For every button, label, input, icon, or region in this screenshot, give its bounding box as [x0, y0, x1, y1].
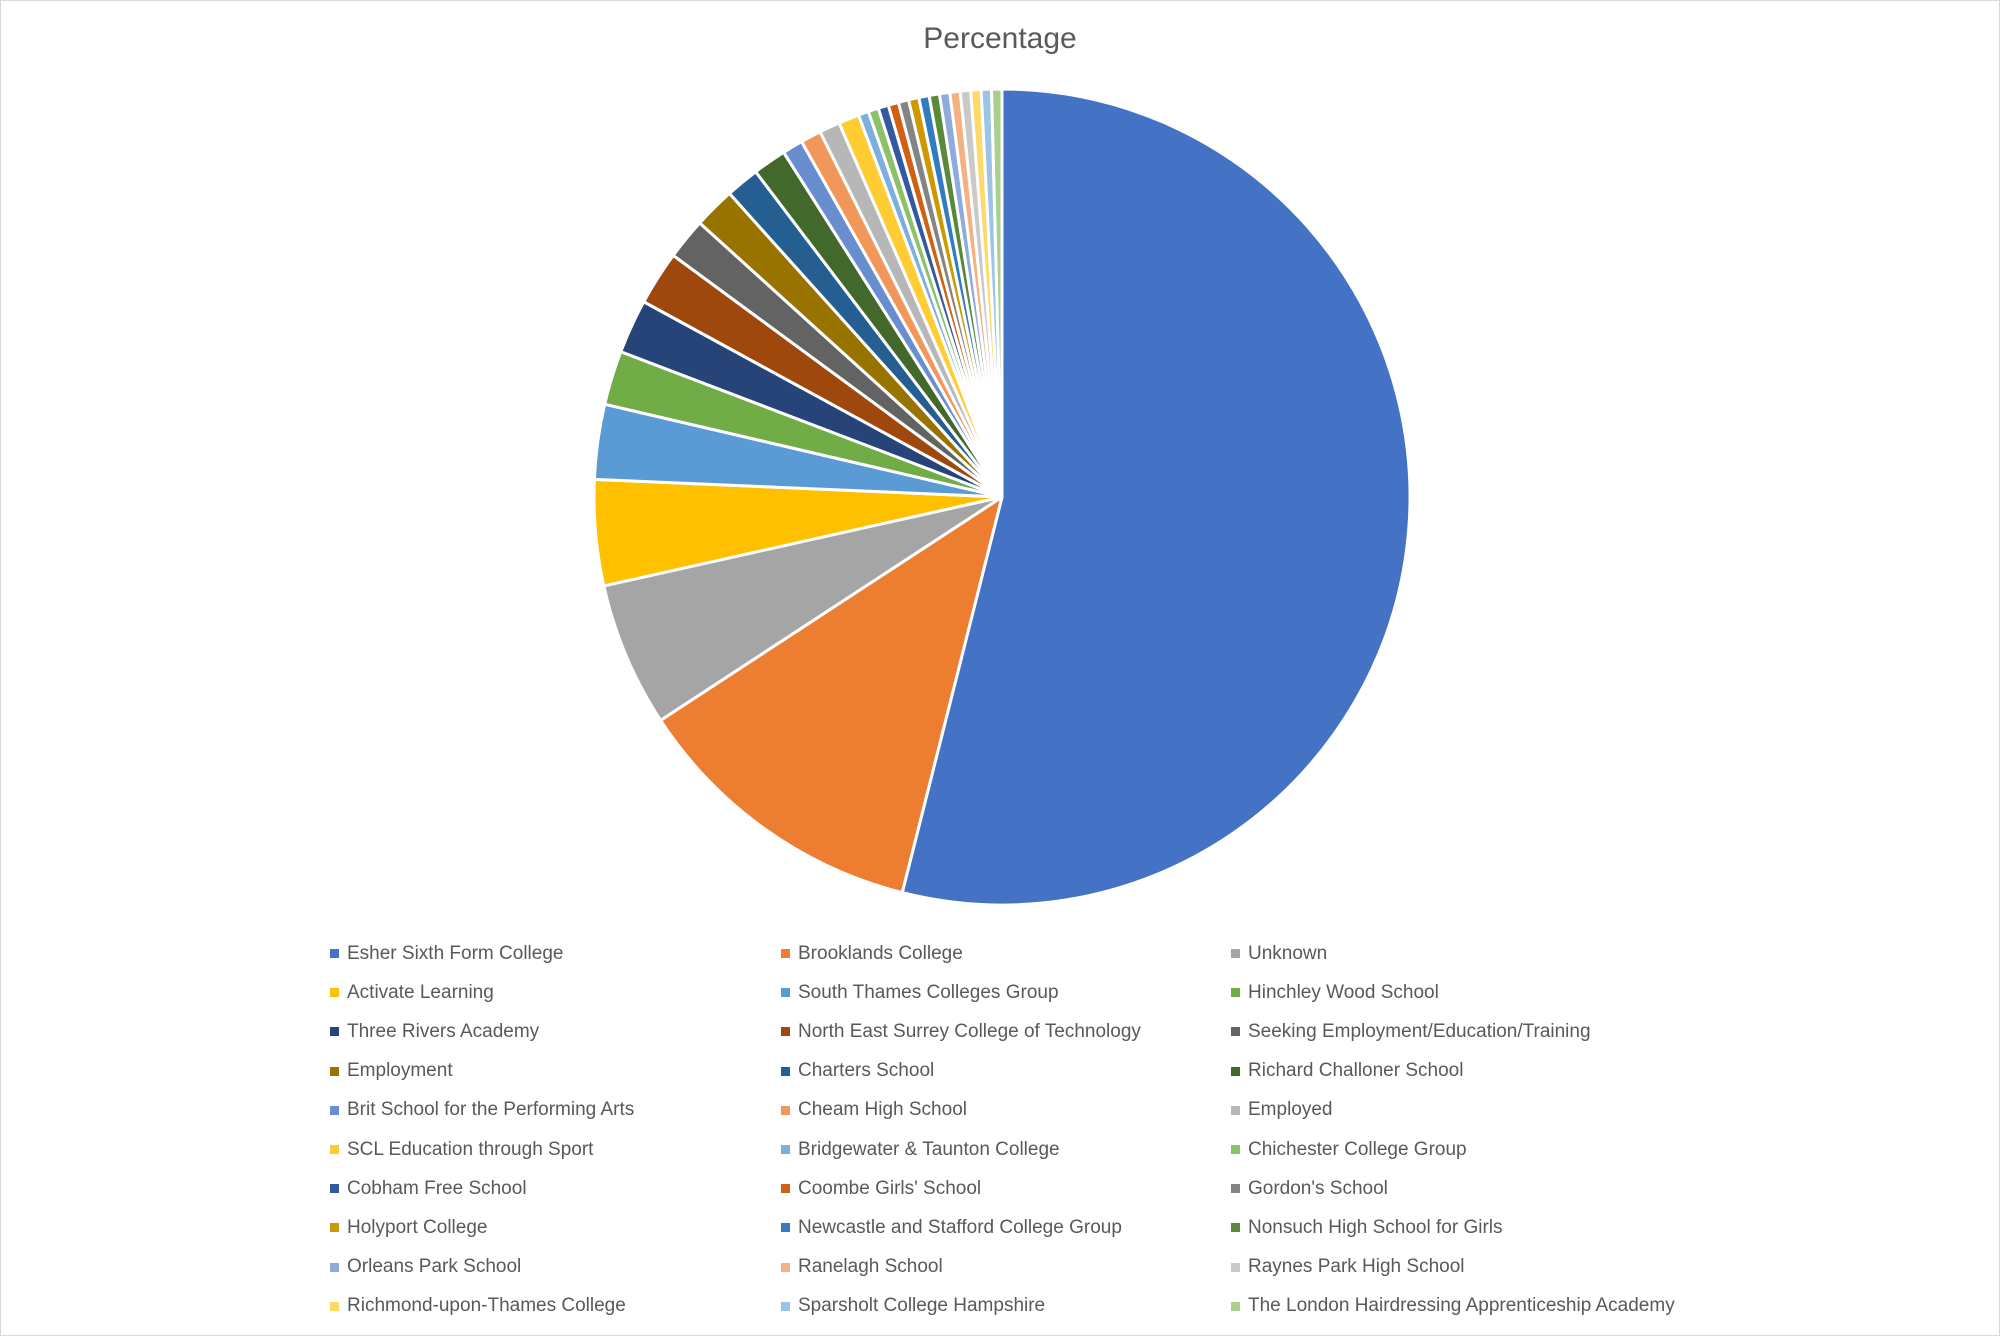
legend-label: Nonsuch High School for Girls — [1248, 1216, 1503, 1238]
chart-title: Percentage — [923, 22, 1077, 55]
legend-swatch — [781, 1301, 790, 1311]
legend-item: Employed — [1231, 1091, 1333, 1130]
legend-item: Richard Challoner School — [1231, 1052, 1463, 1091]
legend-item: Holyport College — [330, 1208, 487, 1247]
legend-item: Richmond-upon-Thames College — [330, 1287, 626, 1326]
legend-swatch — [330, 1145, 339, 1154]
legend-swatch — [781, 1184, 790, 1194]
legend-swatch — [1231, 949, 1240, 958]
legend-swatch — [781, 988, 790, 998]
legend-item: Gordon's School — [1231, 1169, 1388, 1208]
legend-item: Esher Sixth Form College — [330, 934, 563, 973]
legend-label: Cheam High School — [798, 1099, 967, 1121]
legend-item: South Thames Colleges Group — [781, 973, 1059, 1012]
pie-slice-2 — [602, 495, 1004, 722]
legend-item: Sparsholt College Hampshire — [781, 1287, 1045, 1326]
legend-swatch — [781, 1066, 790, 1076]
pie-slice-1 — [659, 495, 1004, 895]
legend-item: Cobham Free School — [330, 1169, 527, 1208]
legend-swatch — [781, 1262, 790, 1272]
legend-label: Cobham Free School — [347, 1177, 527, 1199]
pie-slice-29 — [990, 87, 1004, 499]
legend-label: North East Surrey College of Technology — [798, 1020, 1141, 1042]
legend-swatch — [1231, 1027, 1240, 1037]
legend-label: Hinchley Wood School — [1248, 981, 1439, 1003]
legend-item: Bridgewater & Taunton College — [781, 1130, 1060, 1169]
legend-swatch — [1231, 988, 1240, 998]
legend-swatch — [330, 1301, 339, 1311]
legend-label: Coombe Girls' School — [798, 1177, 982, 1199]
legend-item: Newcastle and Stafford College Group — [781, 1208, 1122, 1247]
legend-item: Employment — [330, 1052, 453, 1091]
legend-label: Richmond-upon-Thames College — [347, 1295, 626, 1317]
legend-label: Activate Learning — [347, 981, 494, 1003]
legend-item: Charters School — [781, 1052, 934, 1091]
legend-label: Newcastle and Stafford College Group — [798, 1216, 1122, 1238]
legend-swatch — [330, 1184, 339, 1194]
legend-label: Brooklands College — [798, 942, 963, 964]
legend-label: Ranelagh School — [798, 1256, 943, 1278]
legend-label: SCL Education through Sport — [347, 1138, 594, 1160]
legend-item: Coombe Girls' School — [781, 1169, 981, 1208]
legend-swatch — [781, 1105, 790, 1115]
legend-swatch — [330, 1105, 339, 1115]
legend-item: The London Hairdressing Apprenticeship A… — [1231, 1287, 1675, 1326]
legend-item: Seeking Employment/Education/Training — [1231, 1012, 1591, 1051]
legend-item: Cheam High School — [781, 1091, 967, 1130]
legend-item: Unknown — [1231, 934, 1327, 973]
legend-label: Brit School for the Performing Arts — [347, 1099, 635, 1121]
legend-swatch — [330, 1223, 339, 1233]
legend-label: Employed — [1248, 1099, 1333, 1121]
legend-swatch — [1231, 1145, 1240, 1154]
legend-swatch — [330, 1262, 339, 1272]
legend-item: Activate Learning — [330, 973, 494, 1012]
legend-item: Orleans Park School — [330, 1248, 521, 1287]
legend-item: Ranelagh School — [781, 1248, 943, 1287]
legend-item: Chichester College Group — [1231, 1130, 1467, 1169]
legend-swatch — [330, 1066, 339, 1076]
legend-swatch — [1231, 1262, 1240, 1272]
legend-label: Three Rivers Academy — [347, 1020, 540, 1042]
legend-swatch — [1231, 1223, 1240, 1233]
legend-label: Holyport College — [347, 1216, 488, 1238]
legend-label: Unknown — [1248, 942, 1328, 964]
legend-swatch — [1231, 1066, 1240, 1076]
legend-item: Raynes Park High School — [1231, 1248, 1465, 1287]
legend-label: Esher Sixth Form College — [347, 942, 564, 964]
legend-swatch — [330, 949, 339, 958]
legend-item: Nonsuch High School for Girls — [1231, 1208, 1503, 1247]
legend-item: SCL Education through Sport — [330, 1130, 593, 1169]
legend-label: Raynes Park High School — [1248, 1256, 1465, 1278]
legend-label: South Thames Colleges Group — [798, 981, 1059, 1003]
legend-label: The London Hairdressing Apprenticeship A… — [1248, 1295, 1675, 1317]
legend-swatch — [781, 1145, 790, 1154]
legend-swatch — [1231, 1301, 1240, 1311]
legend-swatch — [330, 988, 339, 998]
legend-swatch — [781, 949, 790, 958]
legend-swatch — [1231, 1105, 1240, 1115]
legend-swatch — [1231, 1184, 1240, 1194]
legend-label: Richard Challoner School — [1248, 1060, 1464, 1082]
legend-swatch — [781, 1027, 790, 1037]
legend-item: Brooklands College — [781, 934, 963, 973]
legend-label: Bridgewater & Taunton College — [798, 1138, 1060, 1160]
legend-label: Employment — [347, 1060, 453, 1082]
legend-label: Chichester College Group — [1248, 1138, 1467, 1160]
legend-swatch — [781, 1223, 790, 1233]
legend-swatch — [330, 1027, 339, 1037]
legend-label: Sparsholt College Hampshire — [798, 1295, 1046, 1317]
legend-item: Brit School for the Performing Arts — [330, 1091, 634, 1130]
legend-label: Gordon's School — [1248, 1177, 1388, 1199]
legend-item: North East Surrey College of Technology — [781, 1012, 1141, 1051]
pie-slice-0 — [900, 87, 1412, 907]
legend-item: Three Rivers Academy — [330, 1012, 539, 1051]
legend-label: Charters School — [798, 1060, 935, 1082]
legend-label: Seeking Employment/Education/Training — [1248, 1020, 1591, 1042]
legend-item: Hinchley Wood School — [1231, 973, 1439, 1012]
legend-label: Orleans Park School — [347, 1256, 522, 1278]
